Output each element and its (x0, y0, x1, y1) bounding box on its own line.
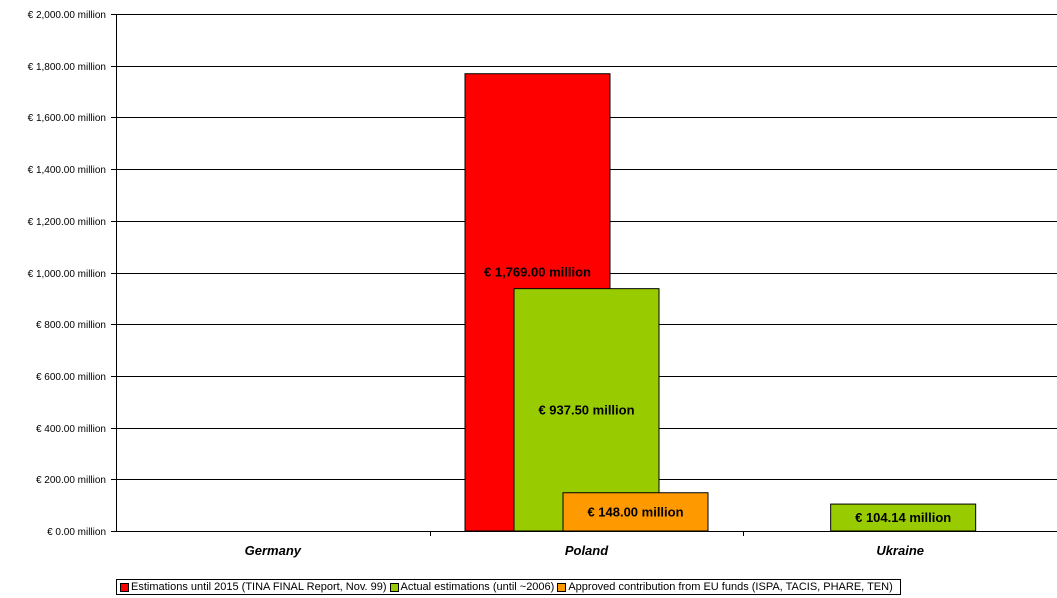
data-labels: € 1,769.00 million € 937.50 million € 148.… (484, 265, 951, 525)
legend-item: Estimations until 2015 (TINA FINAL Repor… (120, 581, 387, 593)
legend-item: Approved contribution from EU funds (ISP… (557, 581, 893, 593)
x-tick-label: Germany (245, 543, 302, 558)
bar (562, 492, 709, 532)
y-tick-label: € 0.00 million (47, 527, 106, 538)
y-tick-label: € 400.00 million (36, 424, 106, 435)
data-label: € 104.14 million (855, 510, 951, 525)
legend-swatch (120, 582, 129, 592)
y-tick-label: € 2,000.00 million (28, 10, 106, 21)
legend-item: Actual estimations (until ~2006) (389, 581, 555, 593)
bar (830, 503, 977, 532)
y-tick-label: € 1,000.00 million (28, 269, 106, 280)
legend-label: Estimations until 2015 (TINA FINAL Repor… (131, 581, 387, 593)
y-tick-label: € 600.00 million (36, 372, 106, 383)
y-axis-ticks: € 0.00 million € 200.00 million € 400.00 m… (28, 10, 116, 538)
y-tick-label: € 200.00 million (36, 475, 106, 486)
x-axis-ticks: Germany Poland Ukraine (245, 531, 924, 558)
data-label: € 148.00 million (587, 504, 683, 519)
legend-swatch (557, 582, 567, 592)
data-label: € 1,769.00 million (484, 265, 591, 280)
bar (513, 288, 660, 532)
y-tick-label: € 1,800.00 million (28, 62, 106, 73)
legend-swatch (389, 582, 399, 592)
x-tick-label: Poland (565, 543, 609, 558)
bars (464, 73, 977, 532)
y-tick-label: € 1,600.00 million (28, 113, 106, 124)
x-tick-label: Ukraine (876, 543, 924, 558)
data-label: € 937.50 million (538, 402, 634, 417)
y-tick-label: € 1,400.00 million (28, 165, 106, 176)
legend-label: Actual estimations (until ~2006) (400, 581, 555, 593)
y-tick-label: € 1,200.00 million (28, 217, 106, 228)
legend: Estimations until 2015 (TINA FINAL Repor… (116, 579, 901, 595)
axes (116, 14, 1057, 532)
y-tick-label: € 800.00 million (36, 320, 106, 331)
legend-label: Approved contribution from EU funds (ISP… (568, 581, 893, 593)
